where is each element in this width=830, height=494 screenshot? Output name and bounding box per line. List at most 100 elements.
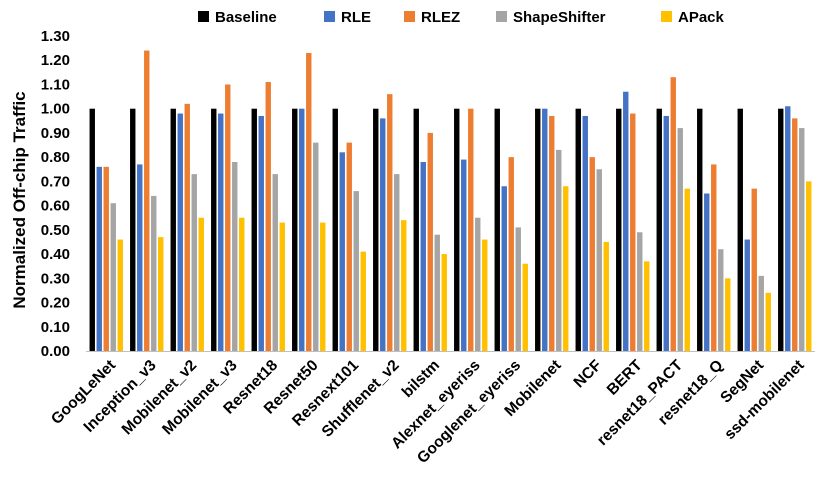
bar-rle-mobilenet bbox=[542, 108, 548, 351]
bar-shapeshifter-resnet18_pact bbox=[677, 128, 683, 351]
bar-shapeshifter-resnet18_q bbox=[718, 249, 724, 351]
bar-rlez-resnet50 bbox=[306, 52, 312, 352]
bar-rlez-alexnet_eyeriss bbox=[468, 108, 474, 351]
y-tick-label: 0.30 bbox=[41, 270, 70, 287]
bar-rlez-resnet18_pact bbox=[670, 77, 676, 351]
bar-rle-segnet bbox=[744, 239, 750, 351]
bar-rle-googlenet_eyeriss bbox=[501, 186, 507, 351]
bar-baseline-resnet50 bbox=[292, 108, 298, 351]
bar-rle-alexnet_eyeriss bbox=[461, 159, 467, 351]
bar-baseline-googlenet_eyeriss bbox=[494, 108, 500, 351]
bar-rlez-bilstm bbox=[427, 132, 433, 351]
legend-label-shapeshifter: ShapeShifter bbox=[513, 9, 606, 26]
y-tick-label: 1.10 bbox=[41, 76, 70, 93]
bar-rle-ssd-mobilenet bbox=[785, 106, 791, 352]
bar-apack-googlenet bbox=[117, 239, 123, 351]
legend-swatch-baseline bbox=[198, 11, 209, 22]
bar-baseline-bilstm bbox=[413, 108, 419, 351]
bar-apack-bert bbox=[644, 261, 650, 351]
bar-apack-resnet18_pact bbox=[684, 188, 690, 351]
bar-baseline-googlenet bbox=[89, 108, 95, 351]
bar-rlez-resnext101 bbox=[346, 142, 352, 351]
bar-rle-resnet18 bbox=[258, 115, 264, 352]
bar-shapeshifter-alexnet_eyeriss bbox=[475, 217, 481, 351]
y-axis-ticks: 0.00 0.10 0.20 0.30 0.40 0.50 0.60 0.70 0.80 0.90… bbox=[41, 28, 70, 360]
y-tick-label: 1.00 bbox=[41, 101, 70, 118]
legend-swatch-shapeshifter bbox=[496, 11, 507, 22]
bar-apack-resnet18 bbox=[279, 222, 285, 351]
bar-apack-mobilenet_v3 bbox=[239, 217, 245, 351]
bar-apack-resnet18_q bbox=[725, 278, 731, 351]
bar-baseline-mobilenet_v2 bbox=[170, 108, 176, 351]
bar-baseline-segnet bbox=[737, 108, 743, 351]
bar-shapeshifter-resnet18 bbox=[272, 174, 278, 351]
legend-swatch-rlez bbox=[404, 11, 415, 22]
bar-rlez-inception_v3 bbox=[144, 50, 150, 351]
bar-baseline-shufflenet_v2 bbox=[373, 108, 379, 351]
bar-baseline-inception_v3 bbox=[130, 108, 136, 351]
bar-apack-mobilenet_v2 bbox=[198, 217, 204, 351]
bar-rlez-resnet18_q bbox=[711, 164, 717, 351]
bar-rle-resnet50 bbox=[299, 108, 305, 351]
bar-shapeshifter-inception_v3 bbox=[151, 195, 157, 351]
bar-rle-resnet18_q bbox=[704, 193, 710, 351]
bar-shapeshifter-ncf bbox=[596, 169, 602, 351]
bar-rlez-segnet bbox=[751, 188, 757, 351]
bar-rle-mobilenet_v3 bbox=[218, 113, 224, 351]
bar-apack-resnext101 bbox=[360, 251, 366, 351]
legend-label-rlez: RLEZ bbox=[421, 9, 460, 26]
bar-apack-alexnet_eyeriss bbox=[482, 239, 488, 351]
bar-shapeshifter-googlenet_eyeriss bbox=[515, 227, 521, 351]
bar-baseline-ncf bbox=[575, 108, 581, 351]
bar-baseline-ssd-mobilenet bbox=[778, 108, 784, 351]
bar-rle-googlenet bbox=[96, 166, 102, 351]
y-tick-label: 0.00 bbox=[41, 343, 70, 360]
y-tick-label: 1.30 bbox=[41, 28, 70, 45]
y-axis-title: Normalized Off-chip Traffic bbox=[10, 91, 29, 308]
bar-shapeshifter-mobilenet_v2 bbox=[191, 174, 197, 351]
bar-baseline-bert bbox=[616, 108, 622, 351]
y-tick-label: 1.20 bbox=[41, 52, 70, 69]
bar-rlez-mobilenet_v2 bbox=[184, 103, 190, 351]
bar-shapeshifter-ssd-mobilenet bbox=[799, 128, 805, 351]
bar-rlez-mobilenet_v3 bbox=[225, 84, 231, 352]
bar-shapeshifter-resnet50 bbox=[313, 142, 319, 351]
y-tick-label: 0.20 bbox=[41, 295, 70, 312]
y-tick-label: 0.10 bbox=[41, 319, 70, 336]
bar-baseline-alexnet_eyeriss bbox=[454, 108, 460, 351]
y-tick-label: 0.40 bbox=[41, 246, 70, 263]
legend-swatch-apack bbox=[661, 11, 672, 22]
bar-baseline-mobilenet bbox=[535, 108, 541, 351]
bar-rle-resnet18_pact bbox=[663, 115, 669, 352]
bar-apack-resnet50 bbox=[320, 222, 326, 351]
bar-rle-bilstm bbox=[420, 162, 426, 351]
bar-rlez-bert bbox=[630, 113, 636, 351]
x-tick-label: NCF bbox=[571, 357, 606, 392]
bar-apack-inception_v3 bbox=[158, 237, 164, 351]
y-tick-label: 0.80 bbox=[41, 149, 70, 166]
bar-shapeshifter-bert bbox=[637, 232, 643, 351]
bar-apack-shufflenet_v2 bbox=[401, 220, 407, 351]
legend-swatch-rle bbox=[324, 11, 335, 22]
bar-rlez-ssd-mobilenet bbox=[792, 118, 798, 351]
bar-shapeshifter-googlenet bbox=[110, 203, 116, 351]
bar-rle-inception_v3 bbox=[137, 164, 143, 351]
bar-apack-googlenet_eyeriss bbox=[522, 263, 528, 351]
legend-label-rle: RLE bbox=[341, 9, 371, 26]
bar-baseline-resnext101 bbox=[332, 108, 338, 351]
bar-apack-bilstm bbox=[441, 254, 447, 351]
bar-shapeshifter-resnext101 bbox=[353, 191, 359, 351]
bar-apack-mobilenet bbox=[563, 186, 569, 351]
bar-baseline-resnet18 bbox=[251, 108, 257, 351]
bar-rle-resnext101 bbox=[339, 152, 345, 351]
bar-shapeshifter-segnet bbox=[758, 275, 764, 351]
bar-rle-shufflenet_v2 bbox=[380, 118, 386, 351]
bar-baseline-resnet18_q bbox=[697, 108, 703, 351]
bar-shapeshifter-mobilenet bbox=[556, 149, 562, 351]
bar-rle-mobilenet_v2 bbox=[177, 113, 183, 351]
bar-apack-ncf bbox=[603, 241, 609, 351]
bar-rlez-shufflenet_v2 bbox=[387, 94, 393, 352]
bar-rlez-resnet18 bbox=[265, 82, 271, 351]
bar-rlez-googlenet bbox=[103, 166, 109, 351]
